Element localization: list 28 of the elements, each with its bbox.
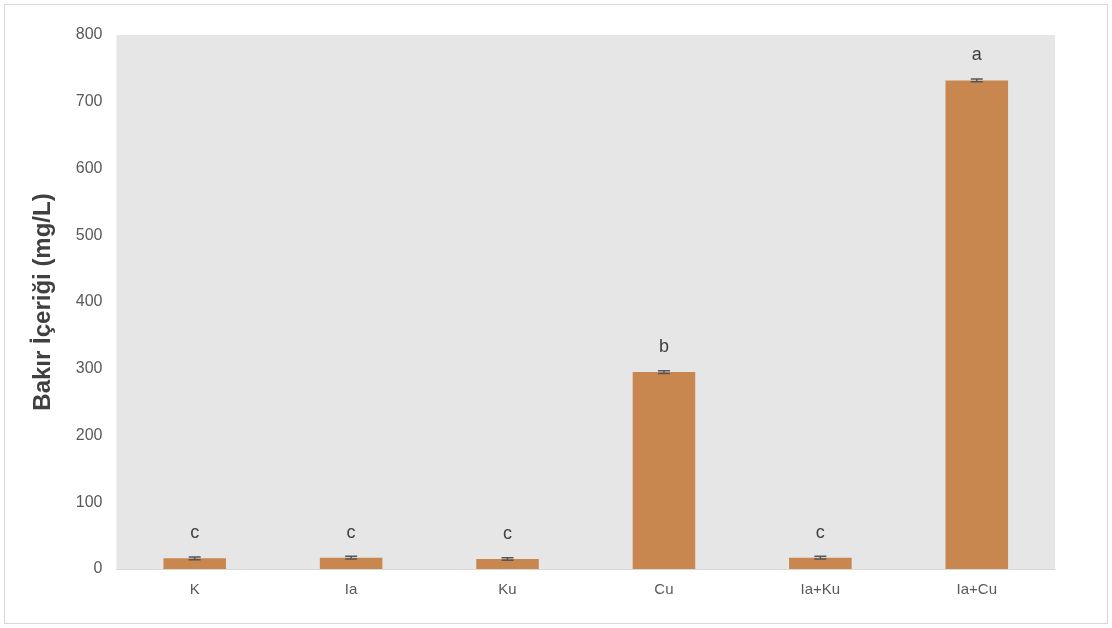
bar [945, 80, 1009, 569]
x-tick-label: Ia [344, 580, 359, 598]
annotation: a [971, 44, 983, 65]
y-tick-label: 200 [75, 425, 103, 443]
x-tick-label: K [189, 580, 200, 598]
x-tick-label: Ia+Cu [956, 580, 998, 598]
y-tick-label: 500 [75, 225, 103, 243]
bar [632, 372, 696, 569]
x-tick-label: Ku [498, 580, 517, 598]
y-axis-title: Bakır İçeriği (mg/L) [28, 193, 56, 411]
y-tick-label: 300 [75, 359, 103, 377]
bar [476, 558, 539, 569]
annotation: c [346, 521, 356, 542]
y-tick-label: 600 [75, 158, 103, 176]
y-tick-label: 0 [93, 559, 103, 577]
annotation: c [503, 522, 513, 543]
y-tick-label: 700 [75, 92, 103, 110]
x-tick-label: Ia+Ku [800, 580, 841, 598]
y-tick-label: 400 [75, 292, 103, 310]
annotation: c [815, 521, 825, 542]
bar [163, 558, 226, 569]
bar [789, 557, 852, 569]
x-tick-label: Cu [654, 580, 674, 598]
y-tick-label: 100 [75, 492, 103, 510]
annotation: c [190, 522, 200, 543]
y-tick-label: 800 [75, 25, 103, 43]
bar [319, 557, 383, 569]
annotation: b [658, 336, 669, 357]
